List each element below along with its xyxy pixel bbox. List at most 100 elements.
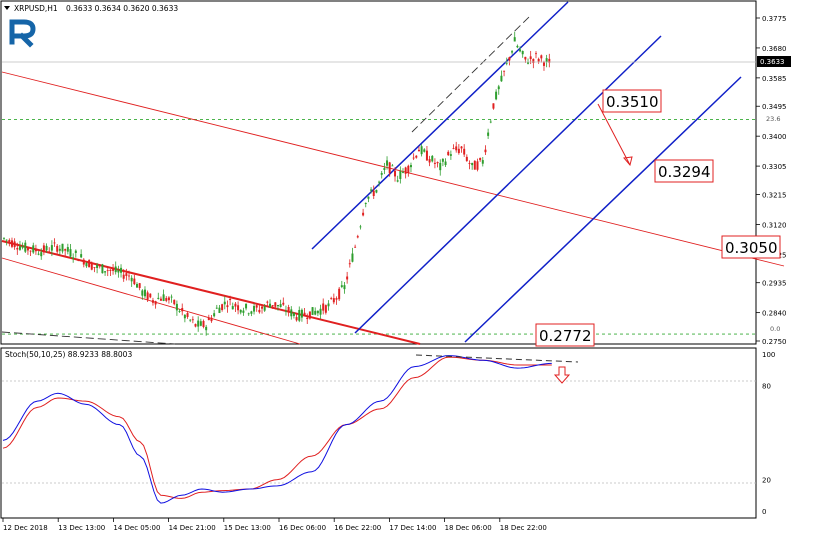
candle — [221, 303, 224, 312]
candle — [64, 248, 67, 257]
candle — [42, 242, 45, 256]
candle — [375, 189, 378, 194]
candle — [96, 262, 99, 274]
candle — [157, 292, 160, 300]
candle — [409, 162, 412, 173]
candle — [500, 70, 503, 82]
stoch-tick-label: 80 — [762, 382, 771, 390]
candle — [537, 57, 540, 64]
candle — [378, 180, 381, 187]
candle — [460, 145, 463, 153]
down-channel-upper — [1, 240, 421, 345]
stoch-axis: 100 80 20 0 — [762, 351, 775, 516]
candle — [26, 247, 29, 255]
candle — [351, 247, 354, 263]
candle — [207, 314, 210, 321]
level-label: 0.3510 — [606, 93, 659, 111]
candle — [335, 296, 338, 305]
candle — [229, 295, 232, 306]
candle — [32, 242, 35, 254]
candle — [271, 305, 274, 309]
candle — [535, 51, 537, 59]
candle — [487, 128, 490, 139]
candle — [468, 160, 471, 170]
candle — [298, 306, 301, 323]
candle — [13, 238, 16, 250]
candle — [218, 305, 221, 314]
candle — [104, 271, 107, 276]
candle — [61, 243, 64, 254]
candle — [455, 141, 458, 153]
candle — [545, 54, 548, 68]
candle — [130, 275, 133, 287]
candle — [540, 54, 543, 63]
level-label: 0.3294 — [658, 163, 711, 181]
candle — [48, 247, 51, 253]
price-pane-frame — [0, 0, 757, 345]
level-box-4: 0.2772 — [535, 323, 595, 347]
candle — [346, 271, 349, 284]
candle — [53, 238, 56, 247]
time-tick-label: 14 Dec 21:00 — [169, 524, 216, 532]
time-tick-label: 18 Dec 06:00 — [445, 524, 492, 532]
candle — [276, 304, 279, 311]
candle — [322, 298, 325, 315]
dashed-trendline-top — [411, 15, 531, 133]
candle — [40, 248, 43, 260]
candle — [45, 243, 48, 253]
fibonacci-levels — [2, 119, 756, 335]
candle — [439, 159, 442, 176]
candle — [88, 259, 91, 268]
up-channel-lower — [464, 76, 742, 343]
candle — [308, 311, 311, 320]
candle — [231, 302, 234, 310]
candle — [125, 268, 128, 281]
candle — [80, 249, 83, 259]
candle — [250, 310, 253, 317]
candle — [503, 70, 506, 77]
candle — [266, 300, 269, 307]
time-tick-label: 16 Dec 22:00 — [334, 524, 381, 532]
candle — [74, 249, 77, 258]
candle — [215, 304, 218, 310]
candle — [183, 314, 186, 323]
time-tick-label: 18 Dec 22:00 — [500, 524, 547, 532]
candle — [109, 269, 112, 277]
candle — [295, 314, 298, 322]
candle — [447, 150, 450, 156]
candle — [338, 286, 341, 302]
candle — [508, 56, 511, 66]
candle — [311, 307, 314, 316]
candle — [489, 119, 492, 124]
down-arrow-icon — [553, 366, 571, 384]
time-axis: 12 Dec 2018 13 Dec 13:00 14 Dec 05:00 14 De… — [2, 518, 547, 532]
candle — [449, 150, 452, 160]
candle — [527, 58, 530, 65]
candle — [237, 301, 240, 315]
candle — [314, 307, 317, 316]
candle — [407, 164, 410, 177]
candle — [210, 315, 213, 323]
level-label: 0.3050 — [725, 239, 778, 257]
candle — [8, 238, 11, 247]
candle — [263, 303, 266, 312]
candle — [324, 304, 327, 315]
candle — [242, 307, 245, 316]
candle — [420, 144, 423, 157]
collapse-arrow-icon[interactable] — [4, 6, 10, 10]
candle — [383, 162, 386, 175]
stoch-label: Stoch(50,10,25) 88.9233 88.8003 — [5, 350, 132, 359]
fib-label-236: 23.6 — [766, 115, 780, 123]
candle — [436, 161, 439, 168]
candle — [165, 296, 168, 303]
candle — [5, 239, 8, 246]
candle — [444, 158, 447, 167]
candle — [492, 103, 495, 110]
candle — [479, 157, 482, 162]
candle — [452, 144, 455, 150]
candle — [481, 156, 484, 167]
candle — [505, 57, 508, 66]
candle — [159, 296, 162, 301]
stoch-divergence-line — [415, 354, 579, 363]
